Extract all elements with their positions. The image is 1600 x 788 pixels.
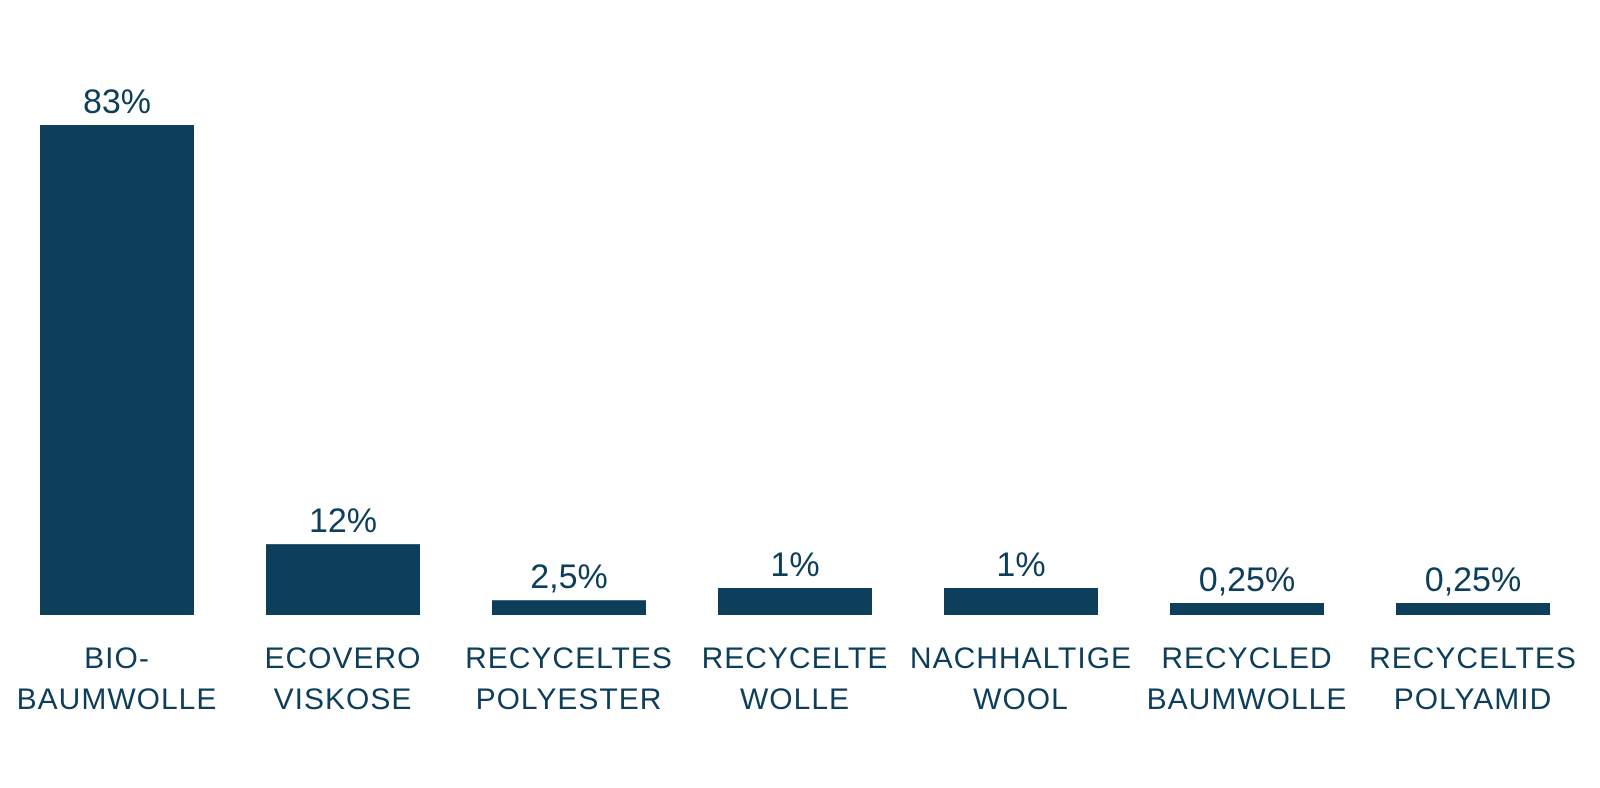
category-label-line: BAUMWOLLE <box>17 683 218 716</box>
bar-value-label: 1% <box>770 546 819 584</box>
bar-value-label: 0,25% <box>1425 561 1521 599</box>
category-label-line: WOOL <box>973 683 1069 716</box>
bar-value-label: 2,5% <box>530 558 608 596</box>
category-label: BIO- BAUMWOLLE <box>17 642 218 716</box>
bar <box>944 588 1098 615</box>
category-label-line: BAUMWOLLE <box>1147 683 1348 716</box>
category-label: RECYCELTES POLYAMID <box>1369 642 1577 716</box>
category-label: RECYCELTE WOLLE <box>702 642 889 716</box>
category-label-line: BIO- <box>84 642 150 675</box>
category-label-line: POLYAMID <box>1394 683 1553 716</box>
bar <box>1396 603 1550 615</box>
category-label-line: WOLLE <box>740 683 850 716</box>
category-label: ECOVERO VISKOSE <box>264 642 421 716</box>
bar-value-label: 0,25% <box>1199 561 1295 599</box>
bar-value-label: 83% <box>83 83 151 121</box>
bar <box>492 600 646 615</box>
category-label-line: RECYCLED <box>1161 642 1332 675</box>
category-label-line: ECOVERO <box>264 642 421 675</box>
category-label: NACHHALTIGE WOOL <box>910 642 1132 716</box>
category-label-line: POLYESTER <box>476 683 663 716</box>
bar <box>266 544 420 615</box>
category-label: RECYCELTES POLYESTER <box>465 642 673 716</box>
category-label-line: RECYCELTES <box>465 642 673 675</box>
category-labels-group: BIO- BAUMWOLLE ECOVERO VISKOSE RECYCELTES POL… <box>17 642 1577 716</box>
bars-group <box>40 125 1550 615</box>
category-label-line: VISKOSE <box>274 683 413 716</box>
category-label-line: NACHHALTIGE <box>910 642 1132 675</box>
category-label: RECYCLED BAUMWOLLE <box>1147 642 1348 716</box>
value-labels-group: 83% 12% 2,5% 1% 1% 0,25% 0,25% <box>83 83 1521 599</box>
bar-value-label: 1% <box>996 546 1045 584</box>
bar <box>40 125 194 615</box>
bar <box>1170 603 1324 615</box>
bar-value-label: 12% <box>309 502 377 540</box>
category-label-line: RECYCELTE <box>702 642 889 675</box>
category-label-line: RECYCELTES <box>1369 642 1577 675</box>
bar <box>718 588 872 615</box>
